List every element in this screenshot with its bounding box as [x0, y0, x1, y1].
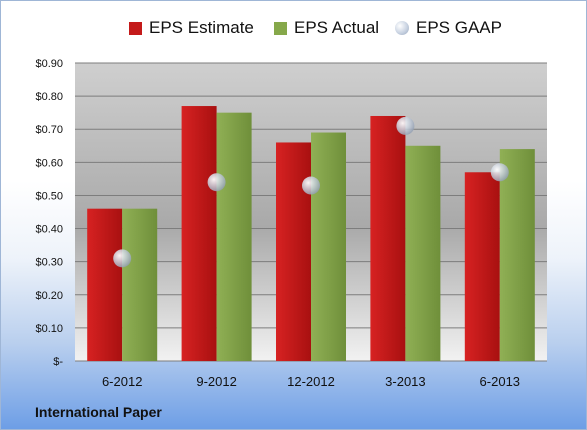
company-label: International Paper	[35, 404, 162, 420]
legend-label-gaap: EPS GAAP	[416, 18, 502, 37]
legend-marker-gaap	[395, 21, 409, 35]
gaap-marker	[113, 249, 132, 268]
actual-bar	[499, 149, 535, 361]
chart-legend: EPS Estimate EPS Actual EPS GAAP	[1, 18, 586, 42]
legend-item-actual: EPS Actual	[274, 18, 379, 38]
estimate-bar	[370, 115, 406, 361]
estimate-bar	[181, 106, 217, 362]
legend-item-gaap: EPS GAAP	[395, 18, 502, 38]
x-tick-label: 6-2013	[480, 374, 520, 389]
x-tick-label: 9-2012	[196, 374, 236, 389]
y-tick-label: $0.80	[35, 91, 63, 103]
gaap-marker	[302, 176, 320, 195]
x-tick-label: 12-2012	[287, 374, 335, 389]
legend-swatch-estimate	[129, 21, 142, 35]
gaap-marker	[490, 163, 509, 182]
actual-bar	[216, 112, 252, 362]
y-tick-label: $0.70	[35, 124, 63, 136]
gaap-markers	[113, 116, 509, 268]
actual-bar	[405, 145, 441, 361]
actual-bar	[311, 132, 346, 361]
gaap-marker	[207, 173, 226, 192]
y-axis-ticks: $- $0.10 $0.20 $0.30 $0.40 $0.50 $0.60 $0.70 $0.…	[35, 58, 63, 368]
y-tick-label: $0.10	[35, 323, 63, 335]
y-tick-label: $0.90	[35, 58, 63, 70]
y-tick-label: $0.30	[35, 257, 63, 269]
y-tick-label: $0.60	[35, 157, 63, 169]
gaap-marker	[396, 116, 415, 135]
x-axis-ticks: 6-2012 9-2012 12-2012 3-2013 6-2013	[102, 374, 520, 389]
bars	[87, 106, 535, 362]
actual-bar	[122, 208, 158, 361]
legend-label-estimate: EPS Estimate	[149, 18, 254, 37]
x-tick-label: 3-2013	[385, 374, 425, 389]
estimate-bar	[464, 172, 500, 361]
y-tick-label: $0.50	[35, 190, 63, 202]
y-tick-label: $-	[53, 356, 63, 368]
y-tick-label: $0.40	[35, 224, 63, 236]
x-tick-label: 6-2012	[102, 374, 142, 389]
estimate-bar	[87, 208, 123, 361]
estimate-bar	[276, 142, 311, 361]
legend-swatch-actual	[274, 21, 287, 35]
legend-label-actual: EPS Actual	[294, 18, 380, 37]
legend-item-estimate: EPS Estimate	[129, 18, 254, 38]
y-tick-label: $0.20	[35, 290, 63, 302]
